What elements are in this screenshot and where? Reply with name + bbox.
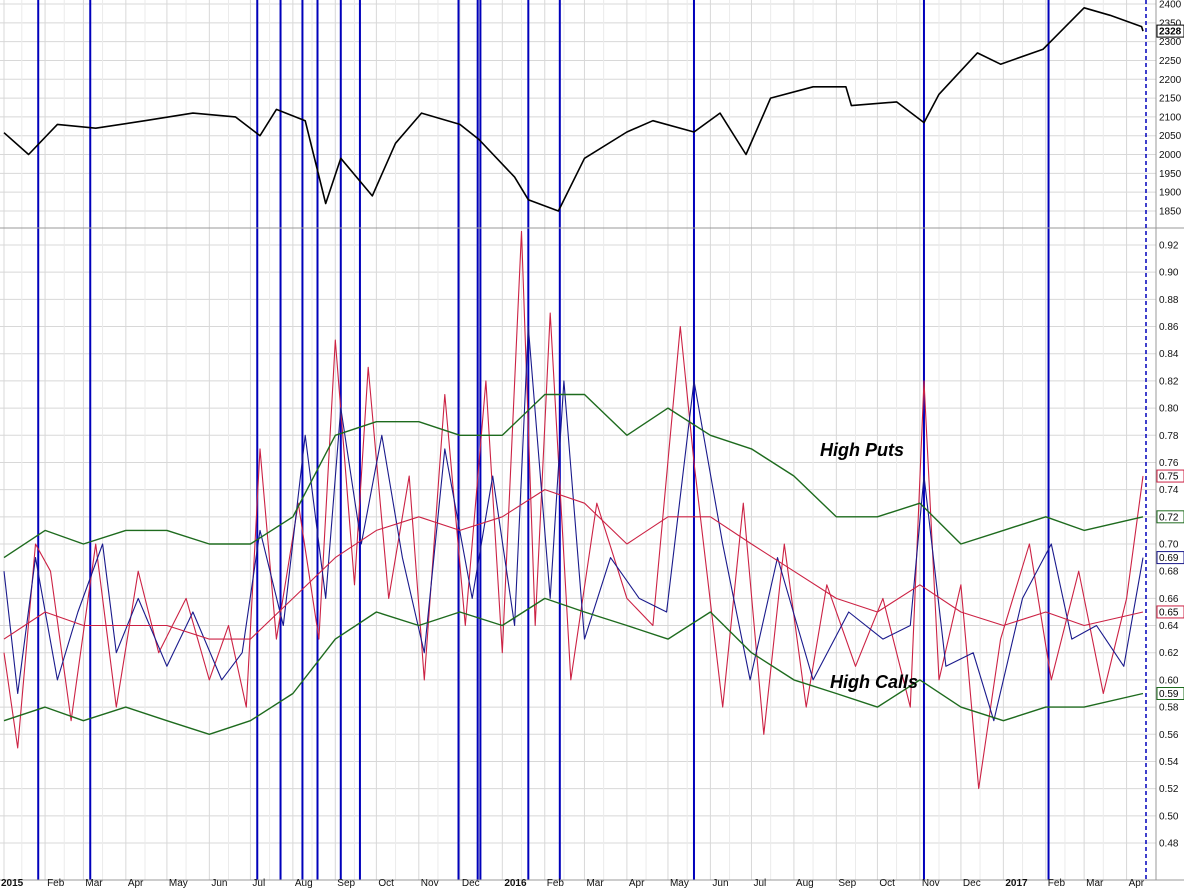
y-tick-label: 0.74 bbox=[1159, 485, 1179, 496]
x-tick-label: Oct bbox=[378, 878, 394, 889]
upper-band-line bbox=[3, 393, 1144, 559]
y-tick-label: 0.82 bbox=[1159, 376, 1179, 387]
x-tick-label: Apr bbox=[128, 878, 144, 889]
smoothed-ratio-line bbox=[3, 325, 1144, 722]
y-tick-label: 2350 bbox=[1159, 18, 1182, 29]
x-tick-label: Mar bbox=[1086, 878, 1104, 889]
x-tick-label: Sep bbox=[337, 878, 355, 889]
y-tick-label: 2100 bbox=[1159, 112, 1182, 123]
price-panel bbox=[3, 7, 1144, 212]
x-tick-label: May bbox=[670, 878, 689, 889]
last-value-label: 0.59 bbox=[1159, 689, 1179, 700]
y-tick-label: 0.62 bbox=[1159, 648, 1179, 659]
y-tick-label: 0.54 bbox=[1159, 757, 1179, 768]
y-tick-label: 0.92 bbox=[1159, 241, 1179, 252]
x-tick-label: Apr bbox=[1129, 878, 1145, 889]
last-value-label: 2328 bbox=[1159, 27, 1182, 38]
x-tick-label: Jun bbox=[712, 878, 728, 889]
y-tick-label: 0.68 bbox=[1159, 567, 1179, 578]
y-tick-label: 0.52 bbox=[1159, 784, 1179, 795]
x-tick-label: Dec bbox=[462, 878, 480, 889]
last-value-box bbox=[1156, 510, 1184, 524]
put-call-ratio-line bbox=[3, 230, 1144, 790]
last-value-box bbox=[1156, 605, 1184, 619]
y-tick-label: 0.60 bbox=[1159, 675, 1179, 686]
y-tick-label: 0.78 bbox=[1159, 431, 1179, 442]
x-tick-label: Aug bbox=[295, 878, 313, 889]
y-tick-label: 0.90 bbox=[1159, 268, 1179, 279]
y-tick-label: 1950 bbox=[1159, 169, 1182, 180]
x-tick-label: Mar bbox=[85, 878, 103, 889]
x-tick-label: Dec bbox=[963, 878, 981, 889]
y-tick-label: 0.86 bbox=[1159, 322, 1179, 333]
x-tick-label: Jun bbox=[211, 878, 227, 889]
x-tick-label: 2015 bbox=[1, 878, 24, 889]
y-tick-label: 0.50 bbox=[1159, 811, 1179, 822]
annotation-high-puts: High Puts bbox=[820, 440, 904, 460]
last-value-box bbox=[1156, 687, 1184, 700]
x-tick-label: Jul bbox=[252, 878, 265, 889]
last-value-label: 0.65 bbox=[1159, 607, 1179, 618]
x-tick-label: Feb bbox=[47, 878, 65, 889]
last-value-label: 0.72 bbox=[1159, 512, 1179, 523]
y-tick-label: 0.56 bbox=[1159, 730, 1179, 741]
y-tick-label: 0.80 bbox=[1159, 404, 1179, 415]
x-tick-label: Feb bbox=[1048, 878, 1066, 889]
y-tick-label: 2400 bbox=[1159, 0, 1182, 11]
y-tick-label: 2250 bbox=[1159, 56, 1182, 67]
last-value-label: 0.75 bbox=[1159, 472, 1179, 483]
y-tick-label: 1900 bbox=[1159, 188, 1182, 199]
grid-lines bbox=[0, 0, 1156, 880]
x-tick-label: May bbox=[169, 878, 188, 889]
y-tick-label: 1850 bbox=[1159, 207, 1182, 218]
x-tick-label: Jul bbox=[753, 878, 766, 889]
x-tick-label: 2017 bbox=[1005, 878, 1028, 889]
ratio-panel bbox=[3, 230, 1144, 790]
x-tick-label: Nov bbox=[922, 878, 940, 889]
x-tick-label: Nov bbox=[421, 878, 439, 889]
last-value-label: 0.69 bbox=[1159, 553, 1179, 564]
x-tick-label: Feb bbox=[547, 878, 565, 889]
last-value-box bbox=[1156, 469, 1184, 483]
y-tick-label: 0.84 bbox=[1159, 349, 1179, 360]
y-tick-label: 0.66 bbox=[1159, 594, 1179, 605]
y-tick-label: 0.70 bbox=[1159, 540, 1179, 551]
annotation-high-calls: High Calls bbox=[830, 672, 918, 692]
y-tick-label: 0.58 bbox=[1159, 703, 1179, 714]
x-tick-label: Oct bbox=[879, 878, 895, 889]
y-tick-label: 2050 bbox=[1159, 131, 1182, 142]
lower-band-line bbox=[3, 597, 1144, 735]
x-tick-label: Aug bbox=[796, 878, 814, 889]
x-tick-label: Apr bbox=[629, 878, 645, 889]
y-tick-label: 2200 bbox=[1159, 75, 1182, 86]
moving-average-line bbox=[3, 489, 1144, 640]
y-tick-label: 0.88 bbox=[1159, 295, 1179, 306]
y-tick-label: 2000 bbox=[1159, 150, 1182, 161]
y-tick-label: 0.64 bbox=[1159, 621, 1179, 632]
price-line bbox=[3, 7, 1144, 212]
y-tick-label: 0.76 bbox=[1159, 458, 1179, 469]
y-tick-label: 0.48 bbox=[1159, 839, 1179, 850]
last-value-box bbox=[1156, 24, 1184, 38]
x-tick-label: Mar bbox=[586, 878, 604, 889]
y-tick-label: 2150 bbox=[1159, 94, 1182, 105]
y-tick-label: 2300 bbox=[1159, 37, 1182, 48]
last-value-box bbox=[1156, 551, 1184, 565]
x-tick-label: 2016 bbox=[504, 878, 527, 889]
x-tick-label: Sep bbox=[838, 878, 856, 889]
